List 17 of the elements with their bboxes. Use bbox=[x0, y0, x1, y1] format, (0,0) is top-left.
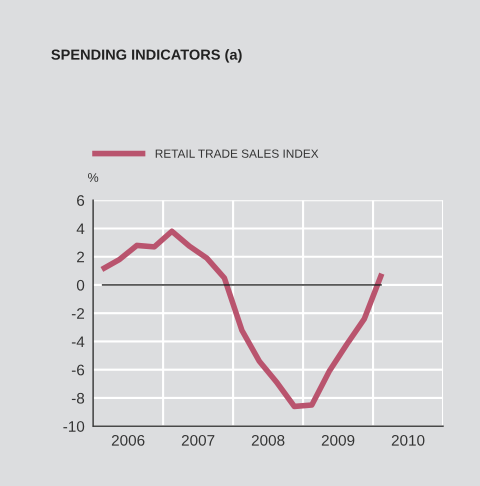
x-tick-label: 2009 bbox=[322, 434, 354, 446]
legend-label: RETAIL TRADE SALES INDEX bbox=[156, 149, 318, 158]
y-tick-label: 4 bbox=[76, 224, 84, 234]
y-tick-label: -2 bbox=[72, 308, 84, 319]
x-tick-label: 2008 bbox=[252, 434, 284, 446]
y-tick-label: -8 bbox=[72, 392, 84, 404]
y-tick-label: -10 bbox=[63, 421, 84, 432]
y-tick-label: 6 bbox=[77, 195, 84, 206]
chart-title: SPENDING INDICATORS (a) bbox=[51, 49, 242, 63]
y-tick-label: 2 bbox=[77, 252, 84, 262]
y-tick-label: 0 bbox=[76, 280, 84, 291]
x-tick-label: 2007 bbox=[182, 434, 214, 446]
x-tick-label: 2010 bbox=[392, 434, 424, 446]
y-tick-label: -4 bbox=[72, 336, 84, 348]
x-tick-label: 2006 bbox=[112, 434, 144, 446]
y-axis-title: % bbox=[88, 173, 98, 182]
y-tick-label: -6 bbox=[72, 364, 84, 376]
